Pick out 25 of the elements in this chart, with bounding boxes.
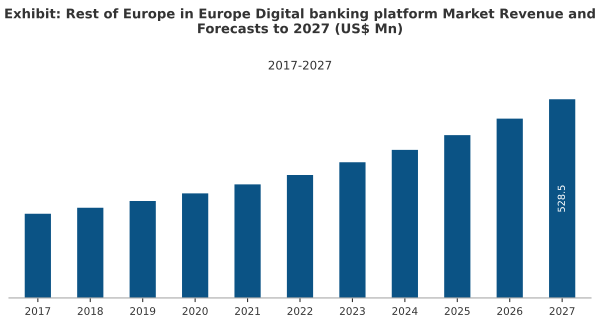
x-tick-label: 2019: [130, 307, 156, 315]
bar: [549, 99, 576, 298]
x-tick-label: 2018: [78, 307, 103, 315]
x-tick-label: 2026: [497, 307, 522, 315]
x-tick-label: 2022: [288, 307, 312, 315]
bar: [339, 162, 366, 298]
data-label: 528.5: [558, 186, 565, 212]
bar: [24, 214, 51, 298]
bar: [182, 193, 208, 298]
x-tick-label: 2017: [25, 307, 50, 315]
x-tick-label: 2023: [340, 307, 365, 315]
chart-subtitle: 2017-2027: [268, 60, 332, 70]
bar: [286, 175, 314, 298]
bar: [130, 200, 156, 298]
x-tick-label: 2020: [182, 307, 208, 315]
x-tick-label: 2021: [235, 307, 260, 315]
bar: [392, 150, 418, 298]
x-tick-label: 2024: [392, 307, 418, 315]
x-tick-label: 2027: [550, 307, 575, 315]
x-tick-label: 2025: [444, 307, 470, 315]
bar: [444, 135, 470, 298]
chart-title: Exhibit: Rest of Europe in Europe Digital banking platform Market Revenue and Forecasts to 2027 (US$ Mn): [5, 8, 595, 36]
bar: [234, 184, 261, 298]
bar: [496, 118, 523, 298]
bar: [77, 208, 104, 298]
